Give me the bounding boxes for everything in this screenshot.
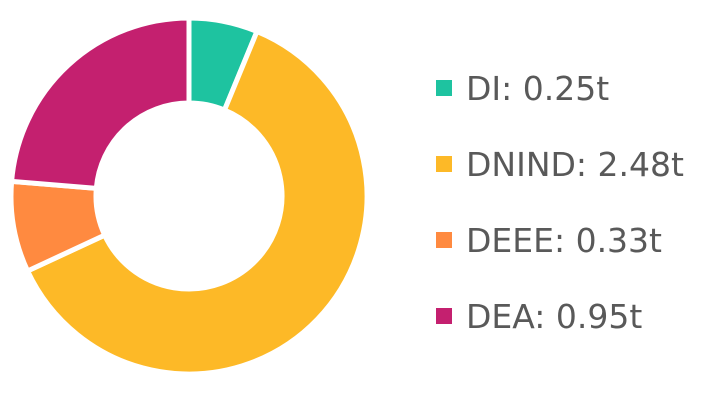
donut-slice-dnind [24,28,370,377]
legend-label-dnind: DNIND: 2.48t [466,144,684,184]
legend-label-deee: DEEE: 0.33t [466,220,662,260]
legend-item-deee: DEEE: 0.33t [436,202,716,278]
legend-item-di: DI: 0.25t [436,50,716,126]
legend-label-dea: DEA: 0.95t [466,296,643,336]
legend-item-dea: DEA: 0.95t [436,278,716,354]
legend-swatch-dnind [436,156,452,172]
legend-swatch-deee [436,232,452,248]
donut-slice-dea [8,15,192,192]
legend-item-dnind: DNIND: 2.48t [436,126,716,202]
legend-swatch-dea [436,308,452,324]
legend: DI: 0.25t DNIND: 2.48t DEEE: 0.33t DEA: … [436,50,716,354]
legend-swatch-di [436,80,452,96]
legend-label-di: DI: 0.25t [466,68,610,108]
